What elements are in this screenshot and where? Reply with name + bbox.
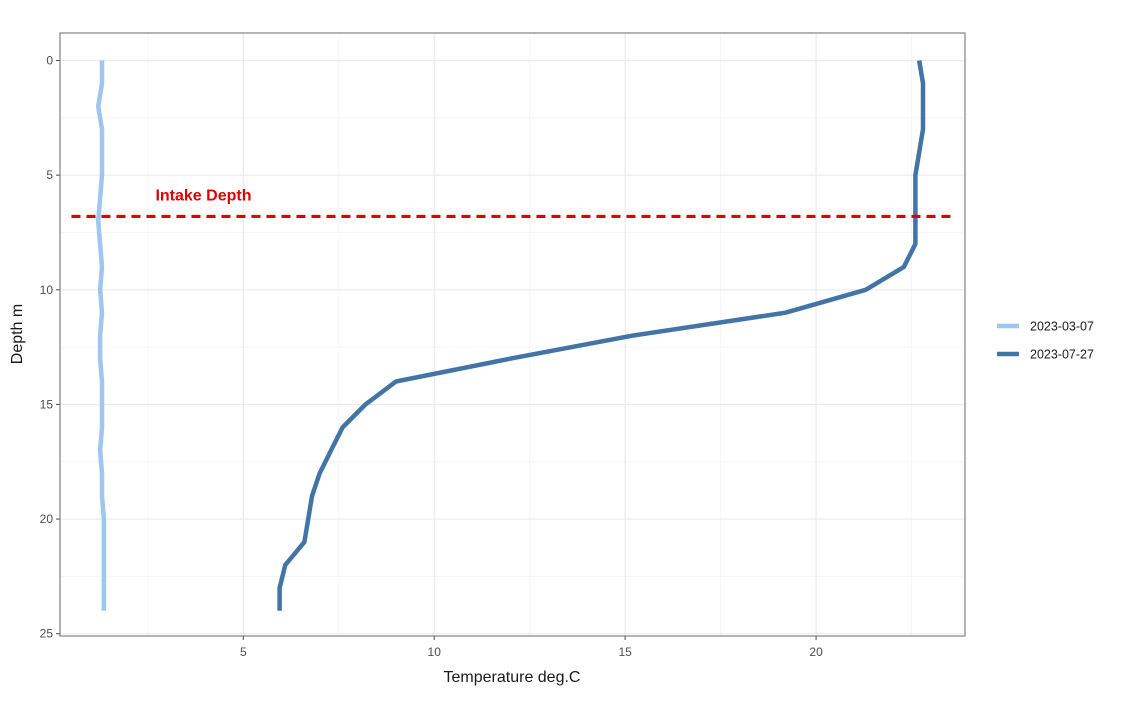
series-layer bbox=[95, 60, 926, 611]
series-line-1 bbox=[95, 60, 107, 611]
y-tick-label: 15 bbox=[40, 397, 54, 411]
x-tick-label: 5 bbox=[240, 645, 247, 659]
y-tick-label: 20 bbox=[40, 512, 54, 526]
x-axis-title: Temperature deg.C bbox=[444, 669, 581, 686]
reference-line-layer: Intake Depth bbox=[71, 187, 954, 219]
minor-gridlines bbox=[60, 33, 965, 636]
y-tick-label: 10 bbox=[40, 283, 54, 297]
y-tick-label: 0 bbox=[46, 54, 53, 68]
y-axis-title: Depth m bbox=[9, 304, 26, 364]
axis-layer: 5 10 15 20 0 5 10 15 20 25 bbox=[40, 54, 823, 659]
intake-depth-label: Intake Depth bbox=[155, 187, 251, 204]
x-tick-label: 20 bbox=[809, 645, 823, 659]
x-tick-label: 15 bbox=[618, 645, 632, 659]
y-tick-label: 25 bbox=[40, 627, 54, 641]
series-line-2 bbox=[277, 60, 926, 611]
legend-label-2: 2023-07-27 bbox=[1030, 348, 1094, 362]
panel-border bbox=[59, 32, 966, 637]
legend: 2023-03-07 2023-07-27 bbox=[997, 320, 1094, 362]
y-tick-label: 5 bbox=[46, 168, 53, 182]
x-tick-label: 10 bbox=[428, 645, 442, 659]
major-gridlines bbox=[60, 33, 965, 636]
legend-label-1: 2023-03-07 bbox=[1030, 320, 1094, 334]
